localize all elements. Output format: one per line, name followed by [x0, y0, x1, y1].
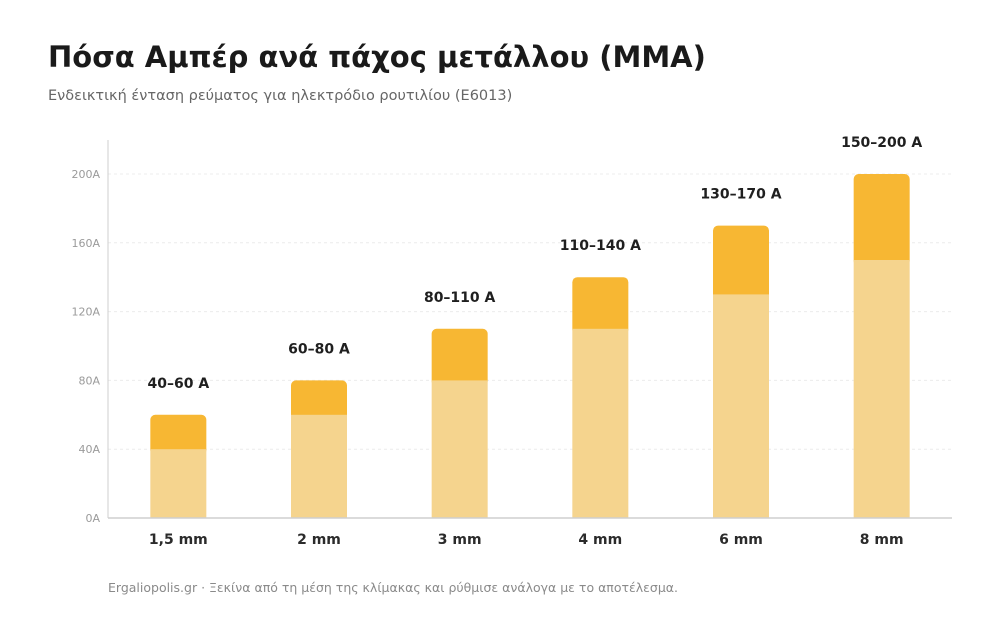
footer-note: Ergaliopolis.gr · Ξεκίνα από τη μέση της…	[108, 580, 679, 595]
y-tick-label: 200A	[71, 168, 100, 181]
x-tick-label: 3 mm	[438, 532, 482, 548]
bar-min-segment	[291, 414, 347, 518]
bar-min-segment	[431, 380, 488, 518]
y-tick-label: 160A	[71, 237, 100, 250]
data-label: 130–170 A	[700, 187, 781, 203]
x-tick-label: 6 mm	[719, 532, 763, 548]
bar-max-segment	[853, 174, 910, 266]
data-label: 80–110 A	[424, 290, 496, 306]
data-label: 150–200 A	[841, 135, 922, 151]
x-tick-label: 4 mm	[578, 532, 622, 548]
bar-max-segment	[713, 225, 769, 301]
data-label: 40–60 A	[147, 376, 209, 392]
x-tick-label: 8 mm	[860, 532, 904, 548]
y-tick-label: 80A	[78, 374, 100, 387]
chart-subtitle: Ενδεικτική ένταση ρεύματος για ηλεκτρόδι…	[48, 88, 513, 104]
bar-max-segment	[150, 414, 207, 456]
bar-min-segment	[713, 294, 769, 518]
data-label: 60–80 A	[288, 341, 350, 357]
bar-max-segment	[291, 380, 347, 421]
bar-min-segment	[853, 260, 910, 518]
bar-min-segment	[150, 449, 207, 518]
y-tick-label: 40A	[78, 443, 100, 456]
y-tick-label: 0A	[85, 512, 100, 525]
chart-title: Πόσα Αμπέρ ανά πάχος μετάλλου (MMA)	[48, 40, 706, 74]
bar-max-segment	[572, 277, 629, 335]
data-label: 110–140 A	[560, 238, 641, 254]
x-tick-label: 2 mm	[297, 532, 341, 548]
y-tick-label: 120A	[71, 306, 100, 319]
x-tick-label: 1,5 mm	[149, 532, 208, 548]
bar-min-segment	[572, 328, 629, 518]
bar-max-segment	[431, 328, 488, 387]
